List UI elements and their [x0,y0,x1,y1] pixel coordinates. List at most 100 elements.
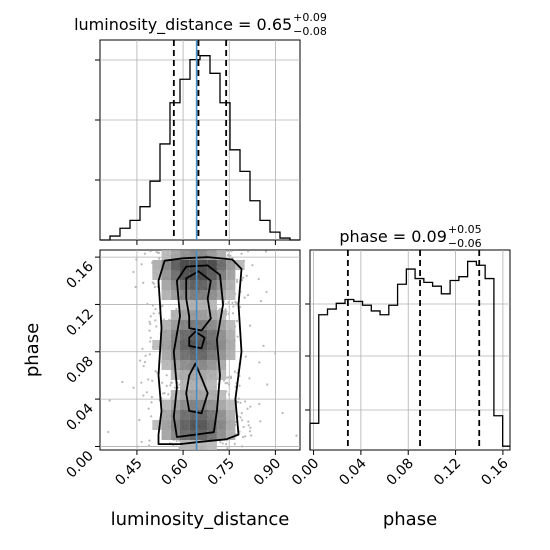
joint-sample-point [248,430,252,433]
joint-density-cell [152,420,162,430]
joint-sample-point [262,344,265,347]
joint-density-cell [161,360,171,370]
joint-y-tick-label: 0.16 [63,259,96,292]
joint-sample-point [232,305,235,308]
joint-density-cell [189,370,199,380]
joint-density-cell [235,260,245,270]
joint-sample-point [165,384,168,387]
joint-density-cell [189,440,199,450]
joint-density-cell [198,290,208,300]
joint-density-cell [170,250,180,260]
joint-density-cell [198,440,208,450]
joint-contour-line [172,264,224,438]
joint-sample-point [121,380,124,384]
joint-sample-point [142,364,145,368]
joint-density-cell [198,330,208,340]
joint-density-cell [170,310,180,320]
ld-title: luminosity_distance = 0.65 [74,15,292,35]
joint-sample-point [150,395,154,399]
joint-density-cell [161,420,171,430]
ld-marginal-grid [100,40,300,240]
joint-sample-point [226,250,229,253]
joint-density-cell [216,320,227,330]
joint-density-cell [216,260,227,270]
joint-x-tick-label: 0.45 [112,456,145,489]
joint-contour-line [188,330,206,350]
joint-sample-point [226,381,229,384]
joint-density-cell [216,360,227,370]
joint-sample-point [150,401,153,404]
joint-density-cell [207,340,217,350]
joint-density-cell [170,270,180,280]
joint-density-cell [189,310,199,320]
joint-density-cell [207,350,217,360]
joint-sample-point [224,308,227,311]
joint-sample-point [231,301,234,304]
joint-sample-point [229,254,232,257]
joint-density-cell [189,280,199,290]
joint-sample-point [229,377,233,380]
ld-title-value: 0.65 [257,15,293,34]
joint-density-cell [189,340,199,350]
joint-sample-point [230,250,233,253]
joint-y-label: phase [22,323,43,377]
joint-sample-point [240,412,243,415]
joint-density-cell [170,260,180,270]
joint-sample-point [244,355,247,358]
joint-density-cell [180,350,190,360]
joint-density-cell [180,250,190,260]
joint-density-cell [226,420,236,430]
joint-contour-line [185,362,209,415]
joint-sample-point [241,445,244,448]
joint-sample-point [259,299,263,303]
joint-sample-point [149,315,152,318]
joint-sample-point [266,383,269,386]
joint-sample-point [274,352,277,355]
joint-density-cell [189,290,199,300]
phase-x-tick-label: 0.08 [384,456,417,489]
joint-sample-point [147,444,151,447]
joint-sample-point [154,307,157,311]
joint-sample-point [147,378,150,381]
joint-sample-point [148,320,151,323]
joint-sample-point [241,276,245,279]
joint-density-cell [161,340,171,350]
joint-sample-point [231,312,235,315]
joint-density-cell [207,280,217,290]
joint-density-cell [189,300,199,310]
joint-sample-point [248,324,252,327]
joint-sample-point [222,379,226,382]
phase-x-tick-label: 0.12 [431,456,464,489]
joint-sample-point [178,446,181,449]
joint-density-cell [226,410,236,420]
joint-density-cell [161,270,171,280]
joint-sample-point [265,290,268,294]
joint-density-cell [161,330,171,340]
joint-sample-point [147,407,150,410]
joint-sample-point [140,440,143,444]
joint-sample-point [249,405,252,408]
joint-density-cell [216,400,227,410]
joint-sample-point [158,257,161,260]
joint-density-cell [207,330,217,340]
ld-title-name: luminosity_distance [74,15,233,35]
joint-density-cell [170,330,180,340]
joint-density-cell [180,290,190,300]
joint-density-cell [216,420,227,430]
joint-density-cell [198,410,208,420]
joint-density-cell [198,370,208,380]
joint-sample-point [163,391,166,395]
joint-density-cells [152,250,245,450]
joint-sample-point [143,361,146,364]
joint-sample-point [249,426,252,429]
ld-marginal-ticks [95,59,276,245]
ld-histogram-step [100,55,300,241]
joint-density-cell [207,380,217,390]
joint-sample-point [246,294,250,297]
joint-density-cell [198,280,208,290]
joint-sample-point [246,407,249,410]
luminosity-distance-marginal-panel: luminosity_distance = 0.65 +0.09 −0.08 [74,11,327,245]
phase-title: phase = 0.09 [339,227,446,246]
joint-density-cell [161,260,171,270]
joint-sample-point [149,322,152,326]
